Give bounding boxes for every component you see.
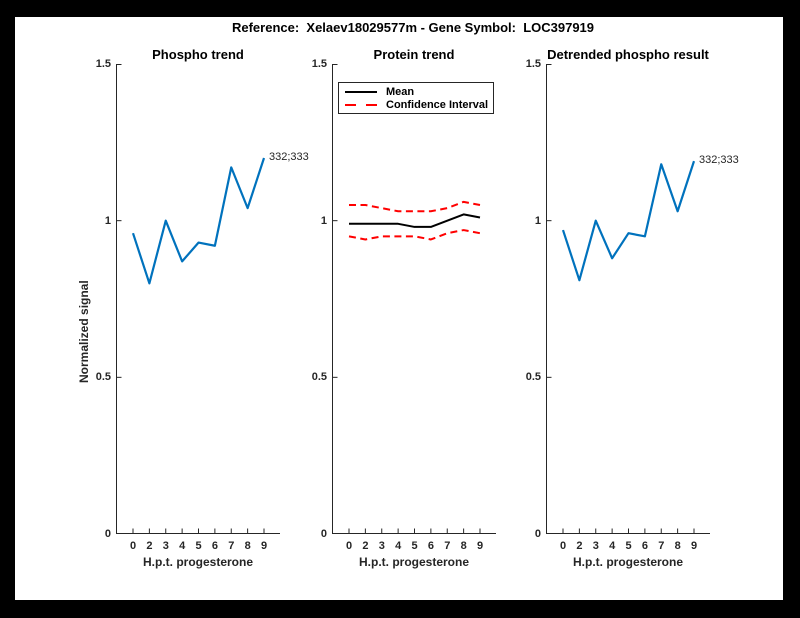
x-tick-label: 0 (345, 540, 353, 552)
legend-entry-mean: Mean (344, 85, 493, 98)
x-tick-label: 9 (260, 540, 268, 552)
x-axis-label: H.p.t. progesterone (572, 555, 683, 569)
data-tip-label: 332;333 (269, 151, 309, 163)
y-tick-label: 0 (104, 528, 111, 540)
y-tick-label: 1.5 (525, 58, 541, 70)
x-tick-label: 6 (211, 540, 218, 552)
legend-label: Mean (386, 85, 415, 98)
x-axis-label: H.p.t. progesterone (142, 555, 253, 569)
series-line-confidence-interval (349, 200, 481, 213)
x-tick-label: 2 (146, 540, 153, 552)
x-tick-label: 9 (476, 540, 484, 552)
plot-area (332, 64, 496, 534)
subplot-title: Detrended phospho result (547, 47, 709, 62)
x-tick-label: 8 (460, 540, 467, 552)
subplot-protein-trend: Protein trend 0 0.5 1 1.5 0 2 3 4 5 6 7 8 9 H.p.t. pro… (312, 47, 496, 569)
x-axis-label: H.p.t. progesterone (358, 555, 469, 569)
y-tick-label: 1 (320, 214, 327, 227)
y-tick-label: 0 (320, 528, 327, 540)
legend-label: Confidence Interval (386, 98, 489, 111)
y-tick-label: 0.5 (311, 371, 327, 384)
subplot-detrended-phospho-result: Detrended phospho result 0 0.5 1 1.5 0 2 3 4 5 6 7 8… (526, 47, 739, 569)
x-tick-label: 4 (179, 540, 186, 552)
x-tick-label: 3 (592, 540, 599, 552)
series-line-phospho-signal (131, 157, 266, 285)
x-tick-label: 8 (244, 540, 251, 552)
legend-swatch-dashed-line-icon (345, 103, 377, 106)
subplot-phospho-trend: Phospho trend 0 0.5 1 1.5 0 2 3 4 5 6 7 8 9 H.p.t. pro… (96, 47, 309, 569)
legend-swatch-solid-line-icon (345, 90, 377, 93)
x-tick-label: 2 (576, 540, 583, 552)
y-axis-label: Normalized signal (77, 280, 91, 383)
x-tick-label: 4 (395, 540, 402, 552)
y-tick-label: 1.5 (95, 58, 111, 70)
y-tick-label: 0.5 (525, 371, 541, 384)
x-tick-label: 0 (129, 540, 137, 552)
x-tick-label: 0 (559, 540, 567, 552)
subplot-title: Phospho trend (152, 47, 244, 62)
series-line-detrended-phospho-signal (561, 160, 696, 282)
x-tick-label: 7 (228, 540, 235, 552)
plot-area (546, 64, 710, 534)
x-tick-label: 2 (362, 540, 369, 552)
series-line-confidence-interval-lower (348, 229, 481, 241)
figure-title: Reference: Xelaev18029577m - Gene Symbol… (231, 20, 595, 35)
x-tick-label: 3 (378, 540, 385, 552)
x-tick-label: 7 (658, 540, 665, 552)
subplot-title: Protein trend (373, 47, 455, 62)
x-tick-label: 7 (444, 540, 451, 552)
data-tip-label: 332;333 (699, 154, 739, 167)
x-tick-label: 4 (609, 540, 616, 552)
plot-area (116, 64, 280, 534)
x-tick-label: 5 (195, 540, 202, 552)
y-tick-label: 0 (534, 528, 541, 540)
legend: Mean Confidence Interval (338, 82, 494, 114)
x-tick-label: 6 (427, 540, 434, 552)
x-tick-label: 6 (641, 540, 648, 552)
y-tick-label: 1 (534, 214, 541, 227)
y-tick-label: 0.5 (95, 371, 111, 384)
y-tick-label: 1.5 (311, 58, 327, 70)
x-tick-label: 5 (625, 540, 632, 552)
x-tick-label: 9 (690, 540, 698, 552)
x-tick-label: 5 (411, 540, 418, 552)
series-line-mean (349, 213, 481, 228)
figure-canvas: Reference: Xelaev18029577m - Gene Symbol… (15, 17, 783, 600)
legend-entry-confidence-interval: Confidence Interval (344, 98, 493, 111)
x-tick-label: 8 (674, 540, 681, 552)
y-tick-label: 1 (104, 214, 111, 227)
x-tick-label: 3 (162, 540, 169, 552)
